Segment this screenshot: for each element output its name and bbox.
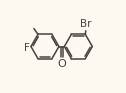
Text: Br: Br — [80, 19, 91, 29]
Text: O: O — [57, 59, 66, 69]
Text: F: F — [24, 43, 30, 53]
